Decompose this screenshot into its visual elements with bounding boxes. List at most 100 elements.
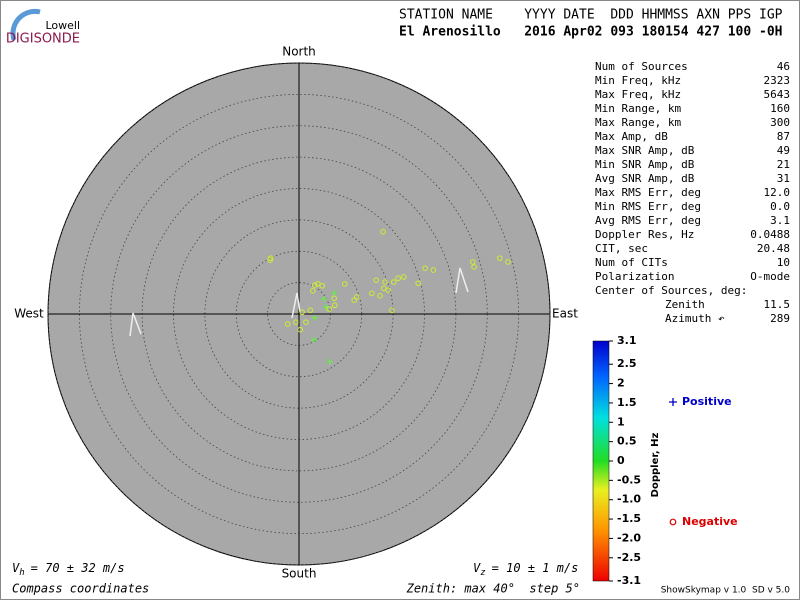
stat-value: 20.48 [757, 242, 790, 255]
colorbar-tick-label: -3.1 [617, 574, 641, 587]
stat-label: CIT, sec [595, 242, 648, 255]
point [319, 282, 326, 289]
vz: Vz = 10 ± 1 m/s [473, 561, 578, 578]
colorbar-tick-label: 0.5 [617, 435, 637, 448]
point [299, 309, 305, 315]
colorbar-tick-label: -0.5 [617, 473, 641, 486]
point [315, 281, 321, 287]
point [326, 358, 333, 365]
spike [291, 292, 301, 319]
point [497, 255, 503, 261]
colorbar-tick-label: 2.5 [617, 357, 637, 370]
dir-south: South [282, 567, 317, 581]
colorbar-tick-label: -1.0 [617, 493, 641, 506]
center-value: 289 [770, 312, 790, 325]
vh: Vh = 70 ± 32 m/s [12, 561, 125, 578]
stat-label: Max RMS Err, deg [595, 186, 701, 199]
center-title: Center of Sources, deg: [595, 284, 747, 297]
point [415, 280, 422, 287]
stat-label: Num of Sources [595, 60, 688, 73]
vh-symbol: V [12, 561, 20, 575]
stat-value: 10 [777, 256, 790, 269]
legend-label: Positive [682, 395, 732, 408]
point [377, 293, 383, 299]
point [311, 314, 318, 321]
stat-value: 300 [770, 116, 790, 129]
point [311, 282, 318, 288]
vz-sub: z [480, 568, 485, 578]
colorbar-tick-label: -2.0 [617, 531, 641, 544]
legend-marker [669, 398, 677, 406]
stat-value: 2323 [764, 74, 791, 87]
point [331, 302, 338, 309]
point [422, 265, 428, 271]
stat-value: 46 [777, 60, 790, 73]
stat-label: Num of CITs [595, 256, 668, 269]
dir-north: North [282, 45, 316, 59]
point [293, 319, 299, 325]
stat-value: 0.0 [770, 200, 790, 213]
point [373, 277, 379, 283]
point [303, 319, 309, 325]
point [395, 275, 401, 282]
logo-bottom: DIGISONDE [6, 32, 80, 47]
center-label: Azimuth ↶ [665, 312, 725, 325]
stat-value: 5643 [764, 88, 791, 101]
stat-label: Max Freq, kHz [595, 88, 681, 101]
stat-label: Min Range, km [595, 102, 681, 115]
header-line: El Arenosillo 2016 Apr02 093 180154 427 … [399, 25, 783, 40]
vz-text: = 10 ± 1 m/s [492, 561, 579, 575]
point [307, 307, 314, 314]
spike [455, 267, 469, 294]
point [326, 306, 332, 312]
point [311, 336, 318, 343]
colorbar-tick-label: 1 [617, 415, 625, 428]
coords-note: Compass coordinates [12, 582, 149, 596]
point [400, 274, 407, 280]
point [331, 290, 338, 297]
point [389, 307, 395, 314]
point [382, 279, 388, 285]
stat-value: 0.0488 [750, 228, 790, 241]
stat-label: Min Freq, kHz [595, 74, 681, 87]
stat-label: Min RMS Err, deg [595, 200, 701, 213]
point [390, 279, 397, 285]
stat-value: 160 [770, 102, 790, 115]
stat-value: 31 [777, 172, 790, 185]
point [297, 326, 304, 333]
center-label: Zenith [665, 298, 705, 311]
colorbar-tick-label: 2 [617, 377, 625, 390]
vh-text: = 70 ± 32 m/s [31, 561, 125, 575]
stat-value: 3.1 [770, 214, 790, 227]
stat-label: Max Amp, dB [595, 130, 668, 143]
stat-label: Avg SNR Amp, dB [595, 172, 695, 185]
point [380, 228, 386, 235]
point [321, 295, 328, 302]
spike [129, 312, 142, 337]
stat-label: Polarization [595, 270, 674, 283]
zenith-note: Zenith: max 40° step 5° [406, 582, 580, 596]
logo-arc [10, 8, 41, 41]
colorbar [592, 340, 610, 582]
stat-label: Doppler Res, Hz [595, 228, 694, 241]
vz-symbol: V [473, 561, 481, 575]
version: ShowSkymap v 1.0 SD v 5.0 [661, 586, 791, 596]
colorbar-tick-label: -1.5 [617, 512, 641, 525]
point [284, 321, 291, 327]
colorbar-tick-label: 0 [617, 454, 625, 467]
point [310, 287, 316, 294]
stat-label: Max Range, km [595, 116, 681, 129]
point [267, 255, 274, 261]
stat-value: 87 [777, 130, 790, 143]
stat-label: Max SNR Amp, dB [595, 144, 695, 157]
dir-west: West [14, 307, 44, 321]
point [368, 290, 375, 297]
stat-value: 12.0 [764, 186, 791, 199]
point [471, 264, 477, 270]
point [430, 267, 437, 273]
stat-label: Avg RMS Err, deg [595, 214, 701, 227]
logo-top: Lowell [45, 19, 80, 32]
point [380, 285, 387, 292]
stat-value: 49 [777, 144, 790, 157]
